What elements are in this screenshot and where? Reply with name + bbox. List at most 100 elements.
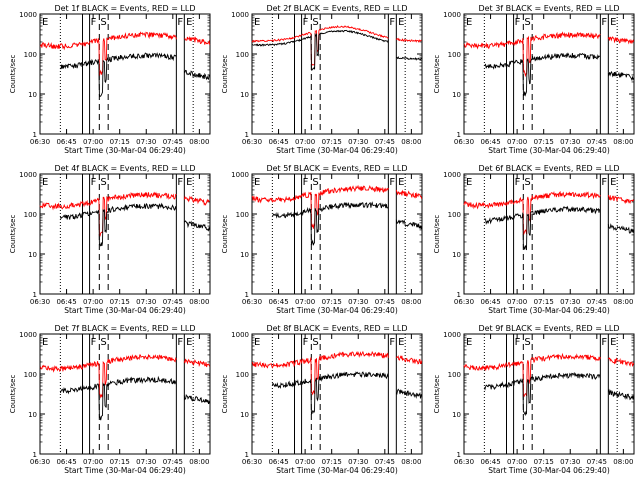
x-tick-label: 06:30	[30, 458, 50, 466]
marker-label: E	[466, 17, 472, 28]
marker-label: E	[254, 337, 260, 348]
series-line-events	[607, 223, 635, 234]
series-line-lld	[463, 352, 601, 398]
marker-label: F	[389, 337, 395, 348]
marker-label: F	[601, 177, 607, 188]
marker-label: F	[515, 177, 521, 188]
series-line-events	[396, 56, 422, 61]
x-tick-label: 07:15	[322, 458, 342, 466]
x-tick-label: 07:30	[136, 298, 156, 306]
x-tick-label: 07:00	[83, 298, 103, 306]
x-tick-label: 06:30	[454, 298, 474, 306]
x-tick-label: 06:30	[454, 138, 474, 146]
series-line-events	[59, 202, 177, 247]
marker-label: E	[254, 17, 260, 28]
series-line-events	[607, 388, 635, 401]
series-line-events	[183, 393, 211, 405]
y-tick-label: 10	[240, 251, 249, 259]
plot-frame	[39, 173, 211, 295]
series-line-lld	[39, 353, 177, 399]
x-tick-label: 07:15	[534, 458, 554, 466]
x-tick-label: 08:00	[401, 298, 421, 306]
y-tick-label: 1	[33, 291, 37, 299]
series-line-events	[484, 205, 601, 251]
x-tick-label: 07:30	[560, 138, 580, 146]
marker-label: S	[312, 177, 318, 188]
series-line-lld	[251, 350, 389, 396]
x-axis-label: Start Time (30-Mar-04 06:29:40)	[488, 466, 610, 475]
plot-frame	[251, 13, 423, 135]
marker-label: E	[186, 177, 192, 188]
series-line-lld	[463, 31, 601, 78]
x-tick-label: 07:45	[375, 298, 395, 306]
marker-label: F	[601, 17, 607, 28]
x-tick-label: 06:30	[242, 458, 262, 466]
y-axis-label: Counts/sec	[9, 55, 17, 94]
series-line-events	[484, 52, 601, 97]
x-tick-label: 07:00	[507, 138, 527, 146]
x-tick-label: 07:15	[322, 298, 342, 306]
y-tick-label: 1000	[231, 331, 249, 339]
x-tick-label: 06:45	[268, 298, 288, 306]
plot-frame	[463, 13, 635, 135]
y-tick-label: 1	[245, 291, 249, 299]
y-tick-label: 1	[245, 131, 249, 139]
marker-label: S	[524, 337, 530, 348]
x-tick-label: 08:00	[189, 458, 209, 466]
y-tick-label: 100	[24, 371, 37, 379]
plot-frame	[463, 333, 635, 455]
y-tick-label: 100	[236, 211, 249, 219]
y-tick-label: 100	[236, 51, 249, 59]
marker-label: F	[303, 337, 309, 348]
detector-plot-1: Det 1f BLACK = Events, RED = LLD 1 10 100 10…	[9, 4, 211, 155]
x-tick-label: 07:30	[348, 458, 368, 466]
marker-label: F	[91, 337, 97, 348]
x-tick-label: 07:00	[507, 458, 527, 466]
y-tick-label: 1000	[231, 171, 249, 179]
marker-label: F	[601, 337, 607, 348]
y-axis-label: Counts/sec	[9, 375, 17, 414]
x-tick-label: 06:45	[480, 138, 500, 146]
y-tick-label: 100	[448, 51, 461, 59]
x-tick-label: 06:30	[242, 298, 262, 306]
plot-title: Det 7f BLACK = Events, RED = LLD	[54, 324, 195, 333]
x-tick-label: 07:15	[110, 138, 130, 146]
marker-label: F	[515, 17, 521, 28]
x-tick-label: 06:45	[268, 138, 288, 146]
marker-label: E	[42, 337, 48, 348]
marker-label: E	[398, 177, 404, 188]
y-tick-label: 100	[24, 51, 37, 59]
y-tick-label: 1	[457, 451, 461, 459]
x-tick-label: 08:00	[401, 458, 421, 466]
x-axis-label: Start Time (30-Mar-04 06:29:40)	[276, 306, 398, 315]
x-tick-label: 08:00	[189, 298, 209, 306]
plot-frame	[463, 173, 635, 295]
x-tick-label: 07:15	[534, 298, 554, 306]
y-axis-label: Counts/sec	[221, 55, 229, 94]
marker-label: E	[610, 177, 616, 188]
x-tick-label: 07:00	[295, 298, 315, 306]
x-axis-label: Start Time (30-Mar-04 06:29:40)	[64, 466, 186, 475]
series-line-lld	[607, 357, 635, 367]
x-tick-label: 06:45	[268, 458, 288, 466]
plot-frame	[251, 173, 423, 295]
x-tick-label: 06:30	[30, 298, 50, 306]
x-tick-label: 07:45	[587, 138, 607, 146]
plot-title: Det 4f BLACK = Events, RED = LLD	[54, 164, 195, 173]
marker-label: S	[100, 17, 106, 28]
detector-plot-3: Det 3f BLACK = Events, RED = LLD 1 10 100 10…	[433, 4, 635, 155]
x-tick-label: 07:45	[375, 458, 395, 466]
x-tick-label: 07:30	[136, 138, 156, 146]
x-tick-label: 07:30	[348, 298, 368, 306]
marker-label: S	[312, 17, 318, 28]
marker-label: F	[389, 17, 395, 28]
series-line-lld	[395, 355, 423, 365]
y-tick-label: 1	[33, 451, 37, 459]
y-tick-label: 1	[245, 451, 249, 459]
x-tick-label: 06:45	[56, 138, 76, 146]
detector-plot-8: Det 8f BLACK = Events, RED = LLD 1 10 100 10…	[221, 324, 423, 475]
x-tick-label: 08:00	[613, 458, 633, 466]
marker-label: E	[254, 177, 260, 188]
series-line-lld	[183, 358, 211, 368]
marker-label: E	[610, 17, 616, 28]
